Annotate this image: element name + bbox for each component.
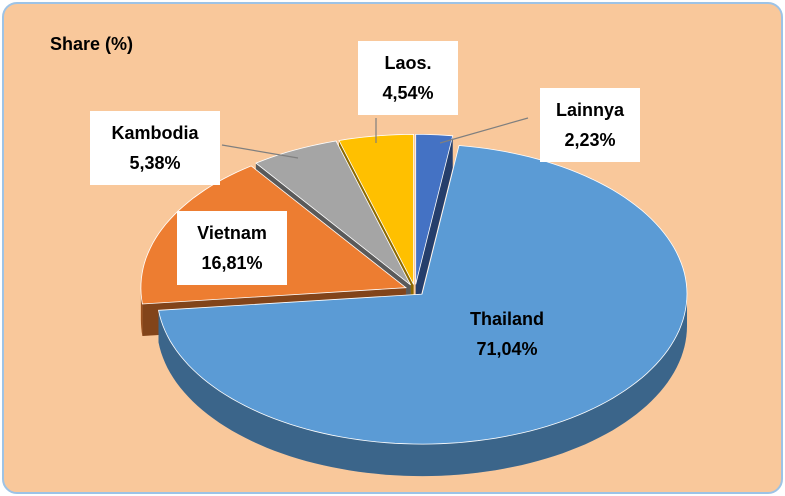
slice-side [158, 294, 687, 477]
chart-title: Share (%) [50, 34, 133, 54]
slice-wall [415, 135, 453, 317]
data-label-name: Thailand [470, 309, 544, 329]
data-label-name: Lainnya [556, 100, 625, 120]
leader-line [439, 117, 529, 144]
data-label-name: Laos. [384, 53, 431, 73]
data-label-box [540, 88, 640, 162]
data-label-value: 4,54% [382, 83, 433, 103]
pie-slice [255, 140, 411, 286]
slice [158, 145, 688, 477]
data-label-value: 71,04% [476, 339, 537, 359]
data-label-name: Vietnam [197, 223, 267, 243]
slice-side-shade [158, 294, 687, 477]
data-label-box [358, 41, 458, 115]
pie-slice [158, 145, 688, 445]
data-label-value: 2,23% [564, 130, 615, 150]
data-label-box [177, 211, 287, 285]
data-label-value: 16,81% [201, 253, 262, 273]
slice-wall-shade [415, 135, 453, 317]
pie-slice [415, 134, 454, 285]
slice [415, 134, 454, 317]
data-label-name: Kambodia [111, 123, 199, 143]
data-label-value: 5,38% [129, 153, 180, 173]
data-label-box [90, 111, 220, 185]
slice-side-shade [140, 287, 143, 336]
slice-side [140, 287, 143, 336]
leader-line [221, 144, 299, 159]
